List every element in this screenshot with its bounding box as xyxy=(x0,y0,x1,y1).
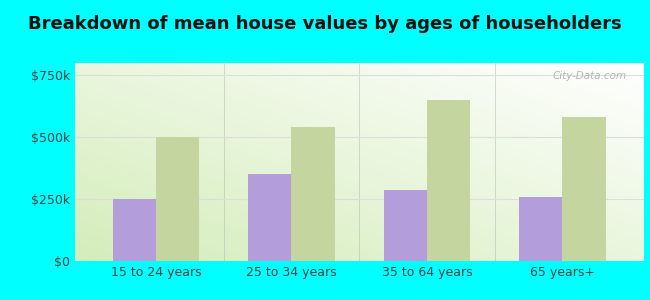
Bar xyxy=(562,117,606,261)
Text: Breakdown of mean house values by ages of householders: Breakdown of mean house values by ages o… xyxy=(28,15,622,33)
Bar xyxy=(519,197,562,261)
Bar xyxy=(427,100,470,261)
Bar xyxy=(384,190,427,261)
Bar xyxy=(248,174,291,261)
Bar xyxy=(156,137,200,261)
Text: City-Data.com: City-Data.com xyxy=(552,71,627,81)
Bar xyxy=(291,127,335,261)
Bar xyxy=(112,199,156,261)
